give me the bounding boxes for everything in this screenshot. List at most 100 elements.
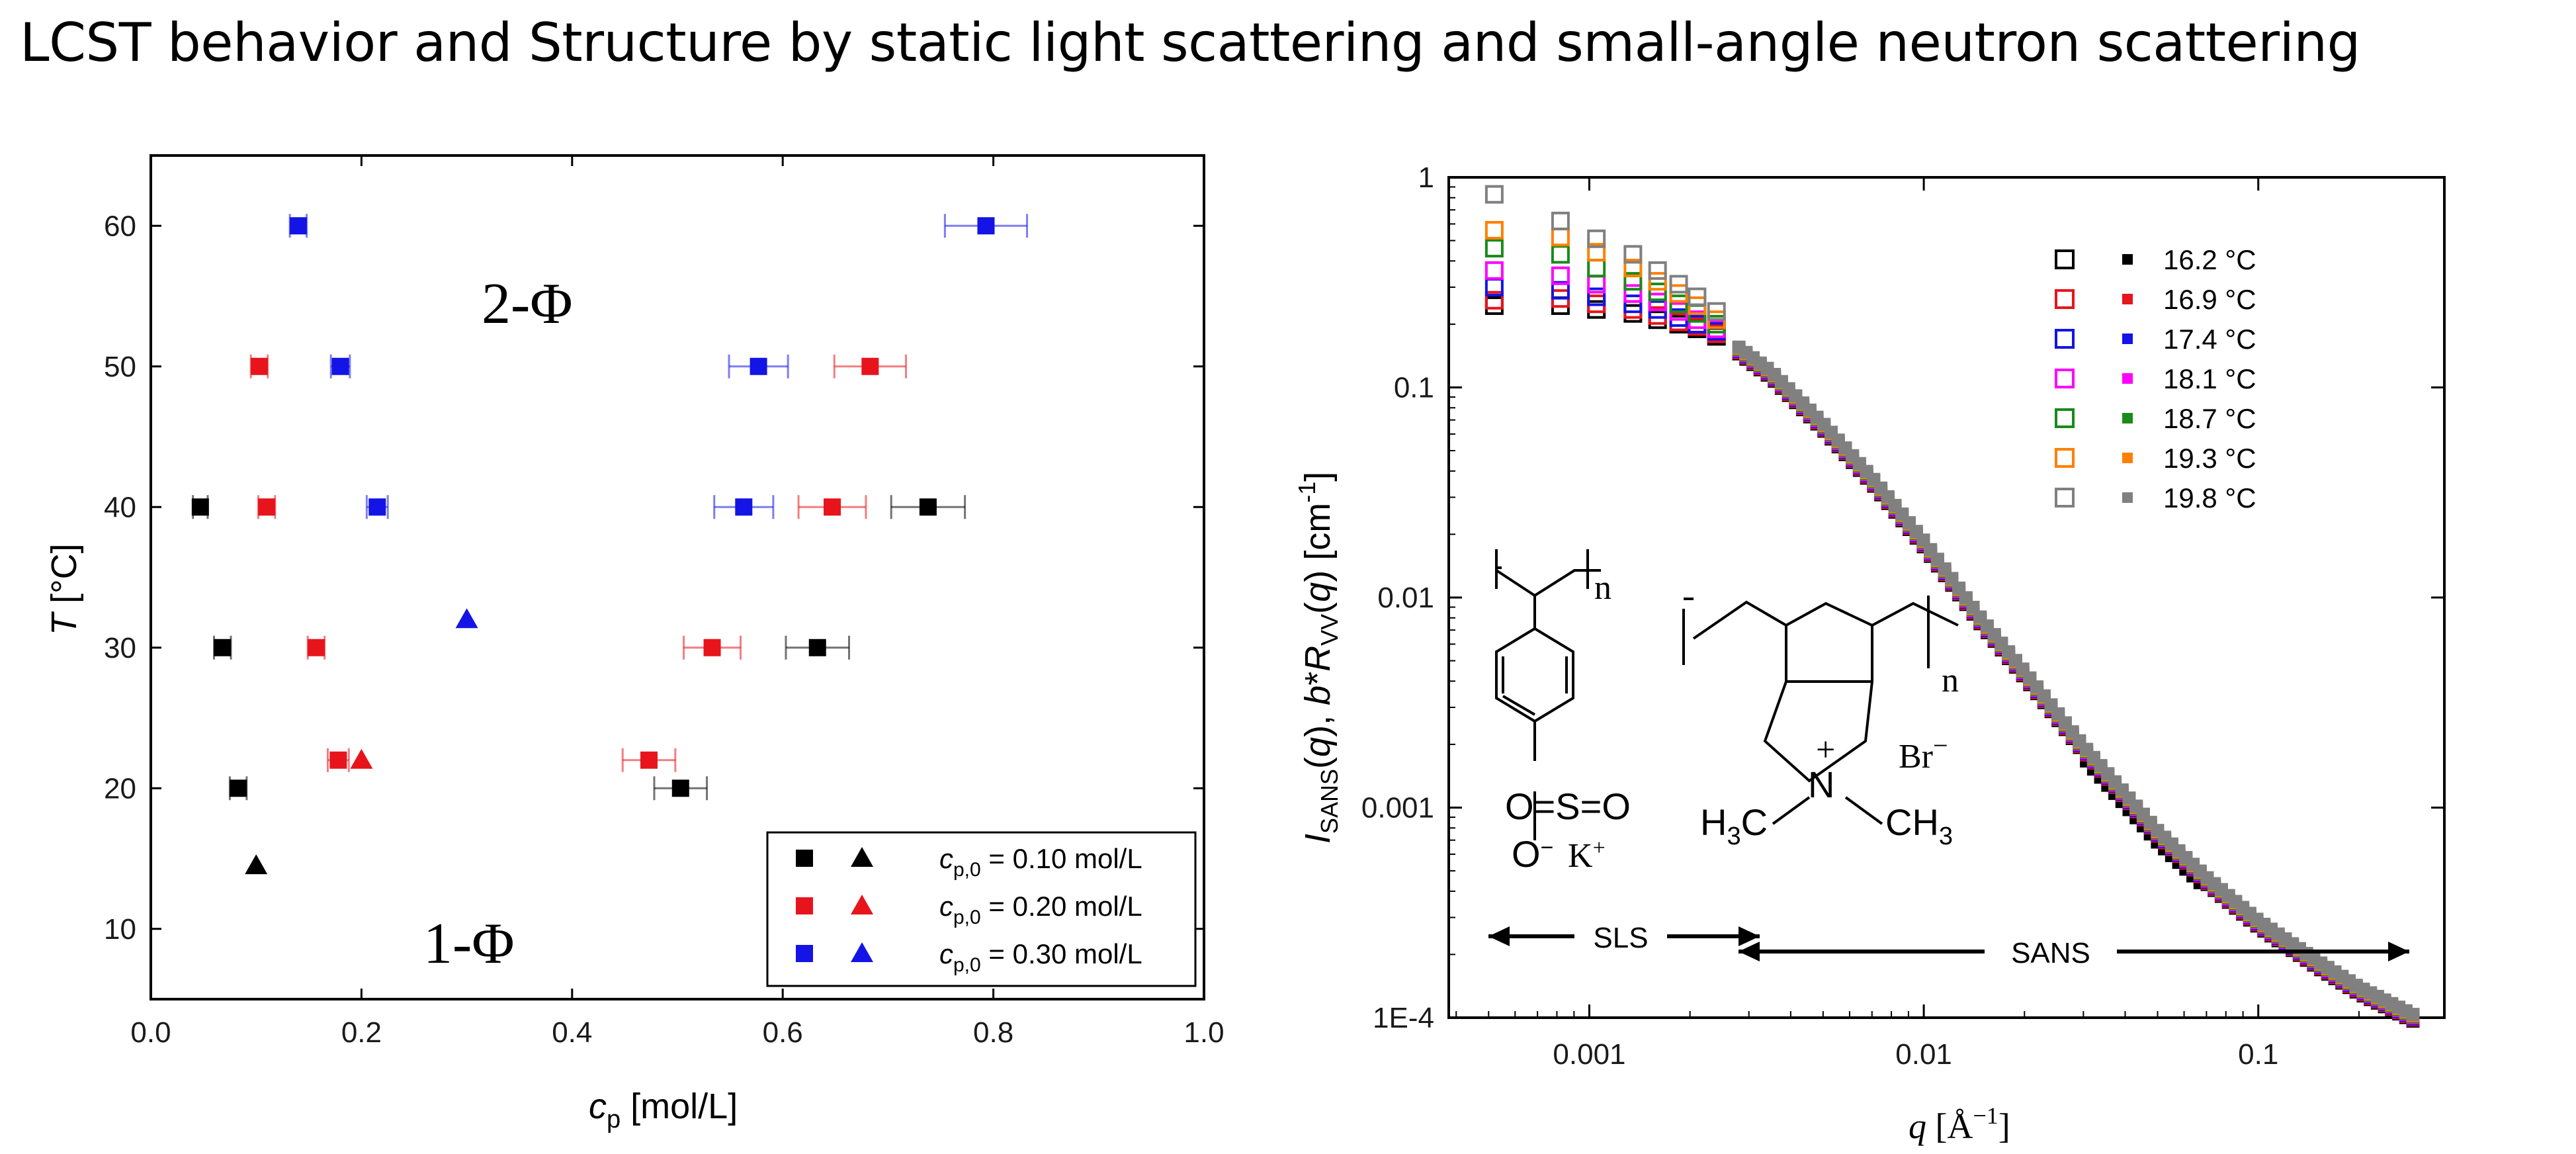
- sls-data-point: [1669, 294, 1688, 314]
- sls-data-point: [1648, 261, 1667, 280]
- sls-data-point: [1551, 281, 1570, 300]
- sls-data-point: [1551, 245, 1570, 264]
- data-point-square: [331, 357, 349, 375]
- sls-data-point: [1648, 272, 1667, 291]
- two-phase-label: 2-Φ: [482, 272, 573, 336]
- left-x-tick-label: 0.6: [763, 1016, 803, 1049]
- sls-data-point: [1623, 284, 1643, 303]
- sls-data-point: [1623, 272, 1643, 291]
- legend-triangle-swatch: [851, 942, 873, 962]
- right-legend: 16.2 °C 16.9 °C 17.4 °C 18.1 °C 18.7 °C 19.3 …: [2055, 244, 2256, 513]
- pss-sulfonate: O=S=O: [1505, 785, 1631, 827]
- data-point-square: [191, 498, 209, 516]
- legend-square-swatch: [796, 850, 813, 867]
- legend-label: cp,0 = 0.30 mol/L: [939, 938, 1142, 976]
- left-y-tick-label: 50: [104, 351, 136, 383]
- pdadmac-n-charge: +: [1816, 731, 1835, 769]
- legend-label: 16.9 °C: [2163, 284, 2256, 315]
- one-phase-label: 1-Φ: [423, 912, 515, 976]
- legend-filled-square: [2122, 492, 2133, 503]
- left-x-tick-label: 0.8: [973, 1016, 1013, 1049]
- right-y-tick-label: 1: [1418, 161, 1434, 194]
- left-legend: cp,0 = 0.10 mol/L cp,0 = 0.20 mol/L cp,0 =…: [766, 831, 1197, 987]
- data-point-square: [919, 498, 937, 516]
- data-point-triangle: [455, 608, 478, 629]
- data-point-triangle: [350, 748, 373, 769]
- legend-square-swatch: [796, 897, 813, 914]
- legend-label: cp,0 = 0.10 mol/L: [939, 843, 1142, 881]
- legend-open-square: [2055, 369, 2075, 388]
- legend-label: 19.3 °C: [2163, 443, 2256, 474]
- data-point-square: [214, 639, 232, 656]
- data-point-square: [861, 357, 879, 375]
- sls-data-point: [1707, 302, 1726, 321]
- legend-open-square: [2055, 249, 2075, 269]
- legend-filled-square: [2122, 294, 2133, 304]
- pss-structure: [1495, 549, 1601, 761]
- sans-range-arrow: SANS: [1739, 934, 2409, 969]
- left-x-axis-label: cp [mol/L]: [589, 1087, 738, 1133]
- legend-filled-square: [2122, 333, 2133, 344]
- sls-data-point: [1623, 259, 1643, 278]
- legend-open-square: [2055, 289, 2075, 309]
- left-legend-box: [766, 831, 1197, 987]
- right-x-tick-label: 0.001: [1553, 1038, 1625, 1071]
- right-x-tick-label: 0.01: [1895, 1038, 1952, 1071]
- sls-data-point: [1623, 245, 1643, 264]
- sans-label: SANS: [2011, 937, 2090, 969]
- left-y-tick-label: 40: [104, 491, 136, 523]
- sls-data-point: [1587, 287, 1606, 306]
- data-point-square: [735, 498, 753, 516]
- left-y-ticks: 10 20 30 40 50 60: [104, 210, 1204, 946]
- legend-label: cp,0 = 0.20 mol/L: [939, 891, 1142, 928]
- sls-data-point: [1648, 292, 1667, 312]
- legend-label: 19.8 °C: [2163, 482, 2256, 513]
- right-y-ticks: 1E-4 0.001 0.01 0.1 1: [1361, 161, 2444, 1034]
- sls-data-point: [1648, 283, 1667, 302]
- left-x-tick-label: 0.2: [341, 1016, 382, 1049]
- pdadmac-ch3-left: H3C: [1700, 801, 1768, 850]
- right-x-tick-label: 0.1: [2238, 1038, 2278, 1071]
- sans-data-point: [2406, 1008, 2420, 1022]
- legend-open-square: [2055, 408, 2075, 428]
- data-point-square: [307, 639, 325, 656]
- data-point-square: [329, 751, 347, 769]
- right-y-tick-label: 1E-4: [1373, 1002, 1434, 1034]
- slide-title: LCST behavior and Structure by static li…: [20, 12, 2360, 73]
- sls-data-point: [1484, 290, 1504, 310]
- pdadmac-ch3-right: CH3: [1885, 801, 1953, 850]
- sls-data-point: [1484, 239, 1504, 258]
- legend-filled-square: [2122, 453, 2133, 463]
- left-y-axis-label: T [°C]: [44, 543, 84, 635]
- sls-data-point: [1587, 243, 1606, 262]
- right-y-axis-label: ISANS(q), b*RVV(q) [cm-1]: [1293, 472, 1343, 844]
- sls-range-arrow: SLS: [1488, 920, 1760, 954]
- data-point-square: [703, 639, 721, 656]
- sls-data-point: [1623, 294, 1643, 314]
- pss-k-plus: K+: [1568, 836, 1606, 875]
- right-plot-frame: [1447, 176, 2446, 1019]
- pdadmac-n: n: [1942, 662, 1959, 699]
- data-point-square: [977, 217, 995, 235]
- pss-n: n: [1594, 569, 1611, 607]
- data-point-square: [671, 779, 689, 797]
- sls-data-point: [1587, 229, 1606, 248]
- pdadmac-nitrogen: N: [1808, 764, 1834, 805]
- left-y-tick-label: 60: [104, 210, 136, 242]
- data-point-square: [824, 498, 841, 516]
- sls-data-point: [1551, 211, 1570, 230]
- legend-filled-square: [2122, 413, 2133, 423]
- left-y-tick-label: 20: [104, 772, 136, 805]
- right-y-tick-label: 0.001: [1361, 792, 1434, 824]
- sls-data-point: [1688, 287, 1707, 306]
- left-x-ticks: 0.0 0.2 0.4 0.6 0.8 1.0: [130, 155, 1224, 1049]
- pdadmac-methyl-bonds: [1772, 796, 1883, 825]
- right-x-axis-label: q [Å−1]: [1909, 1102, 2010, 1146]
- sls-data-point: [1484, 185, 1504, 204]
- left-x-tick-label: 0.4: [552, 1016, 592, 1049]
- left-data-points: [191, 214, 1029, 875]
- phase-diagram-chart: 0.0 0.2 0.4 0.6 0.8 1.0 10 20 30 40 50 60 cp [mol/…: [44, 154, 1224, 1133]
- left-x-tick-label: 1.0: [1183, 1016, 1224, 1049]
- sls-data-point: [1484, 261, 1504, 280]
